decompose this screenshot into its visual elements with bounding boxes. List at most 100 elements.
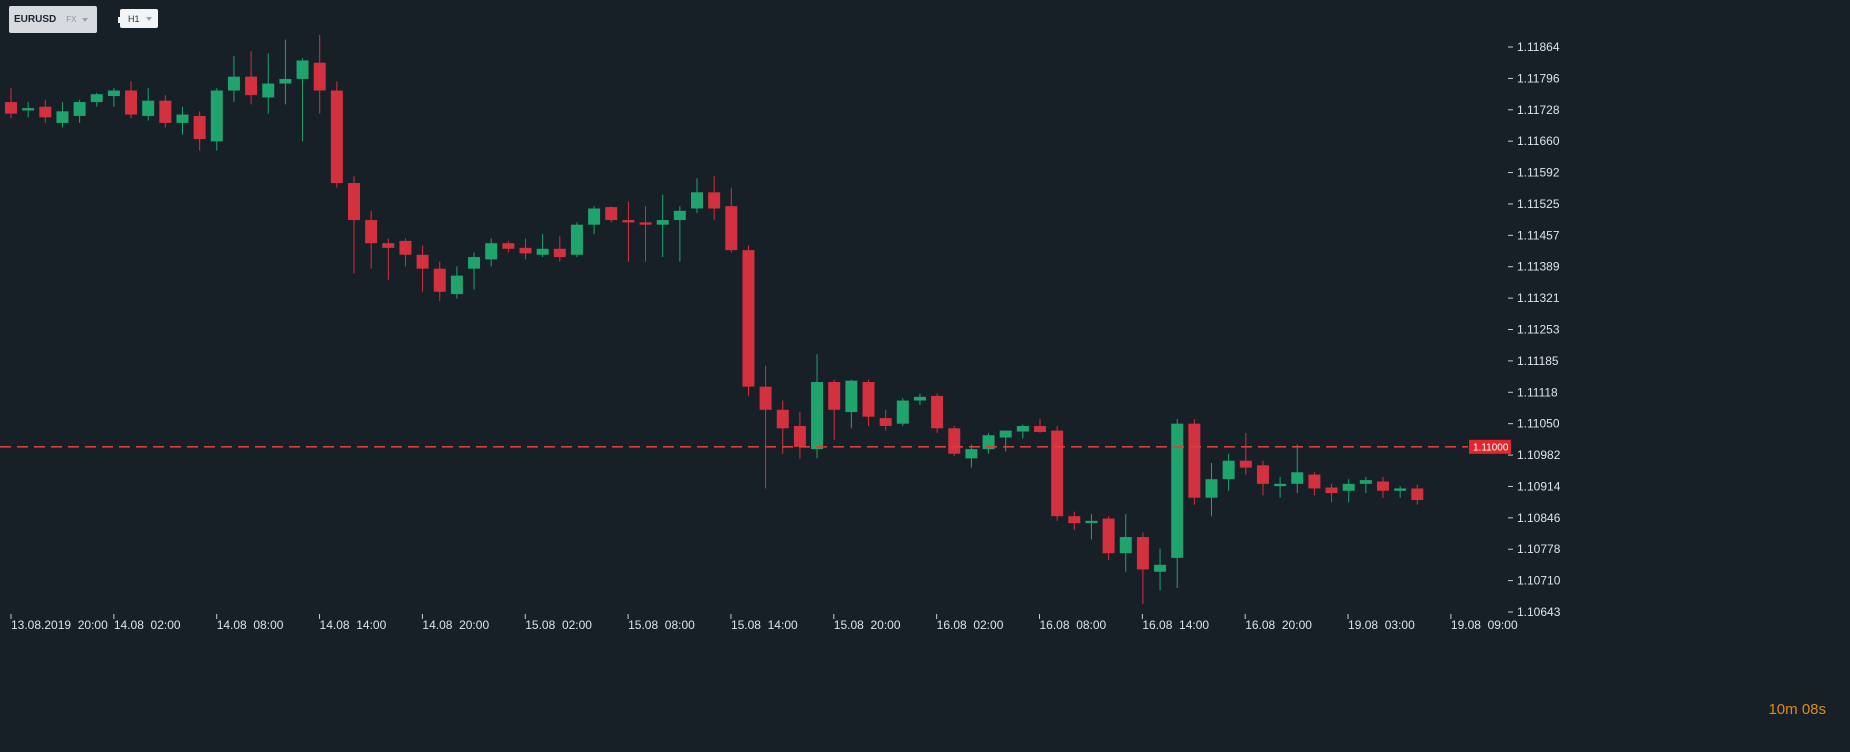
candle-bullish[interactable] (1205, 479, 1218, 498)
candle-bullish[interactable] (142, 100, 155, 116)
candle-bullish[interactable] (1274, 483, 1287, 487)
candle-bearish[interactable] (399, 240, 412, 255)
candle-bullish[interactable] (588, 208, 601, 225)
candle-bullish[interactable] (56, 111, 69, 123)
candle-bullish[interactable] (982, 435, 995, 450)
candle-bullish[interactable] (1119, 537, 1132, 554)
candle-bearish[interactable] (742, 250, 755, 387)
candle-bearish[interactable] (776, 409, 789, 429)
candle-bullish[interactable] (656, 220, 669, 225)
candle-bullish[interactable] (227, 76, 240, 91)
candle-bearish[interactable] (605, 207, 618, 221)
candle-bullish[interactable] (673, 210, 686, 221)
candle-bearish[interactable] (125, 90, 138, 115)
candle-bearish[interactable] (245, 76, 258, 96)
candle-bearish[interactable] (365, 220, 378, 244)
candle-bullish[interactable] (845, 380, 858, 413)
candle-bullish[interactable] (73, 102, 86, 116)
price-axis-tick: 1.11389 (1517, 260, 1560, 274)
candle-bearish[interactable] (416, 254, 429, 269)
symbol-selector[interactable]: EURUSD FX (9, 6, 97, 33)
candle-bullish[interactable] (279, 78, 292, 84)
candle-bearish[interactable] (708, 192, 721, 209)
candle-bullish[interactable] (176, 114, 189, 123)
candle-bearish[interactable] (502, 243, 515, 249)
candle-bullish[interactable] (210, 90, 223, 142)
candle-bearish[interactable] (1377, 481, 1389, 491)
candle-bearish[interactable] (793, 425, 806, 447)
candle-bullish[interactable] (1342, 483, 1355, 491)
candle-bearish[interactable] (159, 100, 172, 123)
candle-bearish[interactable] (725, 206, 738, 251)
candle-bearish[interactable] (1068, 516, 1081, 524)
candle-bearish[interactable] (1325, 487, 1338, 494)
candle-bearish[interactable] (553, 248, 566, 258)
price-axis-tick: 1.11864 (1517, 40, 1560, 54)
candle-bullish[interactable] (1085, 520, 1098, 524)
candle-bearish[interactable] (1051, 430, 1064, 517)
candle-bearish[interactable] (639, 222, 652, 225)
candle-bullish[interactable] (22, 108, 35, 111)
candle-bearish[interactable] (5, 102, 17, 114)
candle-bullish[interactable] (1291, 472, 1304, 484)
candle-bullish[interactable] (296, 60, 309, 79)
candle-bullish[interactable] (536, 248, 549, 255)
candle-bearish[interactable] (1256, 465, 1269, 484)
candle-bearish[interactable] (1308, 474, 1321, 489)
timeframe-selector[interactable]: H1 (118, 9, 158, 28)
candle-bearish[interactable] (1411, 488, 1424, 501)
time-axis-tick: 15.08 14:00 (731, 618, 798, 632)
candle-bullish[interactable] (1154, 564, 1167, 572)
candle-bullish[interactable] (965, 449, 978, 459)
price-axis-tick: 1.11185 (1517, 354, 1559, 368)
tab-notch (118, 17, 121, 23)
symbol-type-label: FX (66, 15, 77, 24)
candle-bullish[interactable] (1359, 480, 1372, 484)
price-axis-tick: 1.11660 (1517, 134, 1560, 148)
candle-bearish[interactable] (330, 90, 343, 184)
price-axis-tick: 1.11796 (1517, 71, 1560, 85)
candle-bearish[interactable] (382, 243, 395, 248)
price-axis-tick: 1.10643 (1517, 605, 1561, 619)
candle-bearish[interactable] (433, 268, 446, 292)
candle-bullish[interactable] (570, 224, 583, 255)
candle-bearish[interactable] (1136, 537, 1149, 570)
candle-bearish[interactable] (519, 247, 532, 254)
candle-bullish[interactable] (468, 257, 481, 269)
candle-bearish[interactable] (759, 386, 772, 410)
candle-bearish[interactable] (1034, 425, 1046, 432)
candle-bearish[interactable] (828, 382, 841, 410)
candle-bullish[interactable] (913, 396, 926, 401)
candle-bullish[interactable] (999, 430, 1012, 438)
candle-bullish[interactable] (485, 243, 498, 260)
candle-bearish[interactable] (313, 62, 326, 91)
candle-bullish[interactable] (1016, 425, 1029, 432)
countdown-seconds: 08 (1801, 701, 1819, 718)
candle-bearish[interactable] (348, 183, 360, 221)
candle-bullish[interactable] (691, 192, 703, 209)
candle-bullish[interactable] (811, 382, 824, 450)
candle-bearish[interactable] (39, 106, 52, 118)
candle-bullish[interactable] (1222, 460, 1235, 480)
time-axis-tick: 19.08 03:00 (1348, 618, 1415, 632)
candle-bearish[interactable] (1188, 423, 1201, 498)
candle-bullish[interactable] (450, 275, 463, 295)
candle-bearish[interactable] (622, 220, 635, 223)
candle-bullish[interactable] (896, 400, 909, 424)
time-axis-tick: 16.08 08:00 (1040, 618, 1107, 632)
price-axis-tick: 1.11321 (1517, 291, 1560, 305)
candle-bullish[interactable] (90, 94, 103, 103)
countdown-minutes: 10 (1768, 701, 1786, 718)
candle-bearish[interactable] (862, 382, 875, 417)
candle-bullish[interactable] (1171, 423, 1184, 558)
candle-bullish[interactable] (107, 90, 120, 97)
candle-bearish[interactable] (1239, 460, 1252, 468)
candle-bullish[interactable] (262, 83, 275, 98)
candle-bearish[interactable] (948, 428, 961, 454)
candle-bullish[interactable] (1394, 488, 1407, 491)
candle-bearish[interactable] (879, 418, 892, 426)
candle-bearish[interactable] (193, 115, 206, 140)
candle-bearish[interactable] (931, 395, 944, 429)
candle-bearish[interactable] (1102, 518, 1115, 554)
